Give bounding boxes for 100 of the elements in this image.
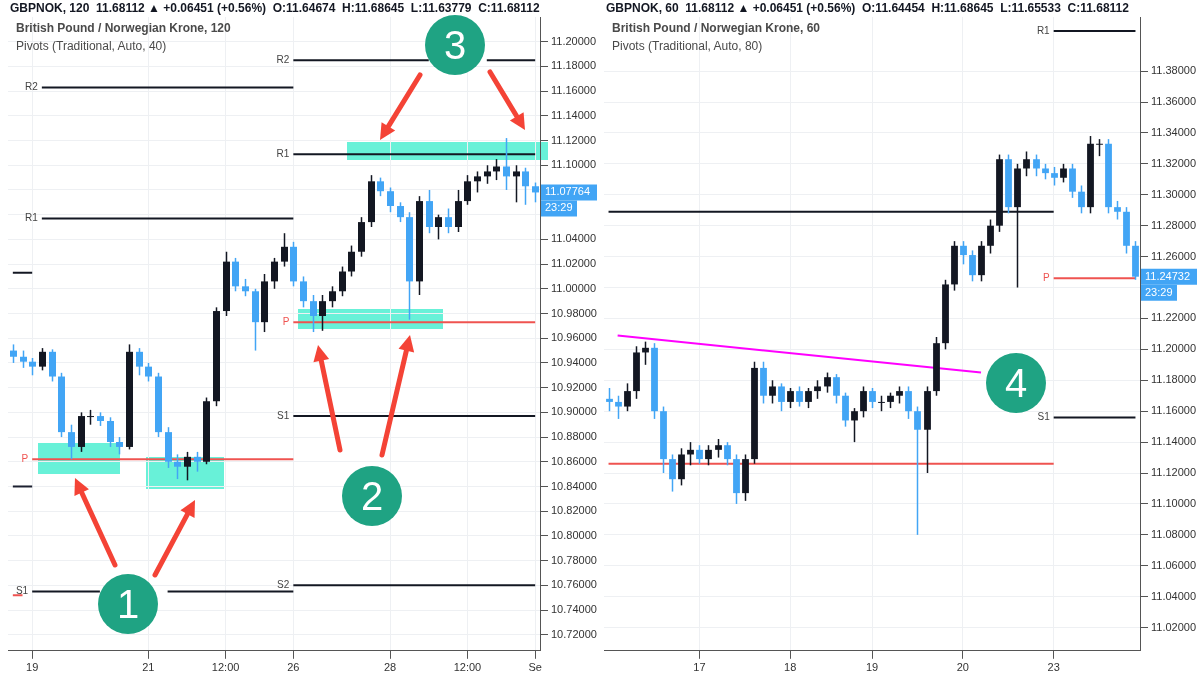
candlestick [300,275,307,309]
y-tick-label: 11.28000 [1151,218,1197,231]
candlestick [445,207,452,234]
candlestick [696,444,703,465]
series-label: R2 [276,53,290,65]
candlestick [1051,166,1058,187]
y-tick-label: 10.86000 [551,454,597,467]
chart-title: GBPNOK, 60 11.68112 ▲ +0.06451 (+0.56%) O:11.64454 H:11.68645 L:11.65533 C:11.68112 [606,1,1130,16]
y-tick-label: 11.20000 [1151,342,1197,355]
x-tick-label: 12:00 [211,661,240,674]
x-tick-label: 28 [383,661,397,674]
annotation: Pivots (Traditional, Auto, 80) [612,39,763,54]
x-tick-label: 12:00 [453,661,482,674]
y-tick-label: 11.14000 [1151,435,1197,448]
y-tick-label: 10.98000 [551,306,597,319]
candlestick [474,170,481,194]
candlestick [397,201,404,223]
y-tick-label: 10.82000 [551,504,597,517]
y-tick-label: 11.10000 [551,158,597,171]
candlestick [851,407,858,443]
y-tick-label: 11.02000 [551,257,597,270]
chart-subtitle: British Pound / Norwegian Krone, 120 [16,21,232,36]
y-tick-label: 10.74000 [551,603,597,616]
candlestick [513,164,520,204]
y-tick-label: 10.84000 [551,479,597,492]
text: 11.24732 [1145,269,1191,282]
y-tick-label: 11.08000 [1151,527,1197,540]
candlestick [68,423,75,461]
candlestick [724,441,731,467]
x-tick-label: 20 [956,661,969,674]
text: 23:29 [545,201,573,214]
candlestick [969,249,976,283]
circle-badge: 4 [986,353,1046,413]
annotation: 3 [443,23,467,67]
x-tick-label: 19 [865,661,879,674]
y-tick-label: 11.04000 [1151,589,1197,602]
circle-badge: 3 [425,15,485,75]
candlestick [796,385,803,408]
series-label: P [21,453,29,465]
y-tick-label: 10.76000 [551,578,597,591]
y-tick-label: 11.32000 [1151,156,1197,169]
candlestick [522,166,529,206]
x-tick-label: 26 [287,661,300,674]
candlestick [1023,150,1030,177]
circle-badge: 1 [98,574,158,634]
y-tick-label: 11.16000 [1151,404,1197,417]
y-tick-label: 11.18000 [1151,373,1197,386]
candlestick [833,373,840,405]
x-tick-label: Se [528,661,542,674]
candlestick [905,385,912,420]
candlestick [464,174,471,206]
candlestick [532,181,539,204]
annotation: 4 [1004,361,1028,405]
y-tick-label: 10.94000 [551,355,597,368]
x-tick-label: 17 [693,661,706,674]
x-tick-label: 19 [26,661,39,674]
candlestick [319,294,326,332]
y-tick-label: 10.78000 [551,553,597,566]
y-tick-label: 11.18000 [551,59,597,72]
y-tick-label: 10.80000 [551,528,597,541]
x-tick-label: 23 [1047,661,1060,674]
circle-badge: 2 [342,466,402,526]
candlestick [387,186,394,213]
candlestick [669,453,676,493]
annotation: 2 [360,474,384,518]
y-tick-label: 11.12000 [551,133,597,146]
candlestick [1033,153,1040,177]
candlestick [805,387,812,409]
candlestick [787,387,794,409]
candlestick [484,164,491,185]
y-tick-label: 11.00000 [551,281,597,294]
y-tick-label: 11.30000 [1151,187,1197,200]
candlestick [814,379,821,400]
x-tick-label: 21 [142,661,155,674]
y-tick-label: 11.14000 [551,108,597,121]
series-label: S1 [1037,411,1051,423]
candlestick [1069,163,1076,199]
series-label: P [282,315,290,327]
candlestick [715,438,722,459]
y-tick-label: 10.88000 [551,430,597,443]
candlestick [493,158,500,181]
candlestick [184,451,191,482]
candlestick [914,405,921,536]
candlestick [39,347,46,372]
candlestick [705,444,712,467]
candlestick [107,416,114,448]
chart-title: GBPNOK, 120 11.68112 ▲ +0.06451 (+0.56%) O:11.64674 H:11.68645 L:11.63779 C:11.68112 [10,1,540,16]
candlestick [824,371,831,394]
candlestick [10,343,17,364]
y-tick-label: 11.38000 [1151,64,1197,77]
y-tick-label: 11.26000 [1151,249,1197,262]
y-tick-label: 11.02000 [1151,620,1197,633]
candlestick [281,232,288,268]
y-tick-label: 10.96000 [551,331,597,344]
candlestick [960,240,967,266]
series-label: R1 [25,212,39,224]
y-tick-label: 10.72000 [551,627,597,640]
y-tick-label: 11.22000 [1151,311,1197,324]
annotation: 1 [116,582,140,626]
candlestick [624,382,631,412]
